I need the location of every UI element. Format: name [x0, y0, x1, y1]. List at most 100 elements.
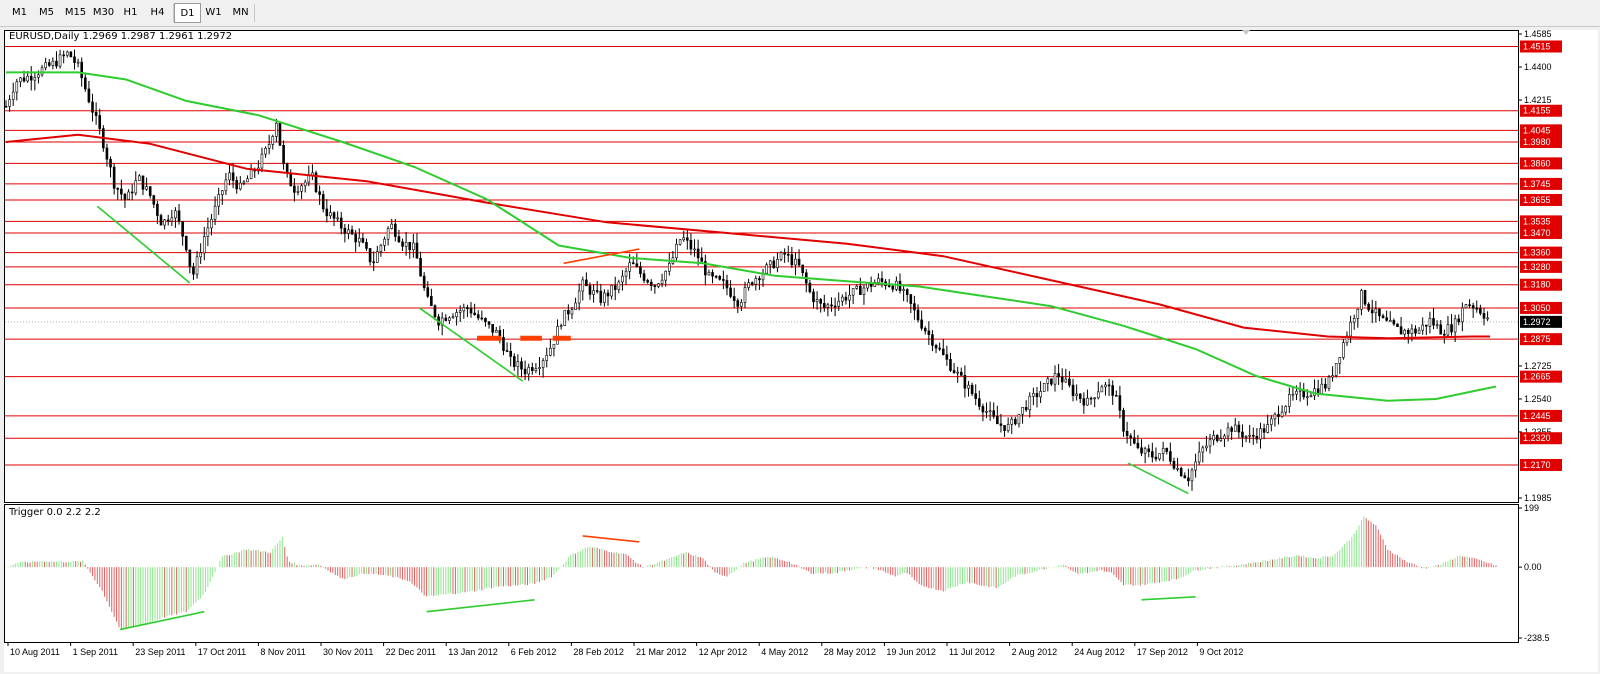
candle-body — [354, 233, 357, 243]
candle-body — [426, 287, 430, 297]
level-price-tag — [1520, 432, 1562, 445]
candle-body — [1223, 435, 1226, 440]
candle-body — [1251, 434, 1255, 437]
level-price-tag — [1520, 193, 1562, 206]
candle-body — [794, 258, 797, 266]
candle-body — [718, 276, 722, 280]
timeframe-w1-button[interactable]: W1 — [205, 7, 222, 18]
candle-body — [909, 294, 913, 304]
candle-body — [1183, 475, 1187, 479]
candle-body — [1349, 321, 1352, 337]
candle-body — [541, 360, 545, 368]
candle-body — [1161, 447, 1165, 454]
candle-body — [722, 279, 725, 281]
candle-body — [877, 278, 880, 283]
candle-body — [476, 314, 480, 319]
toolbar-separator — [173, 4, 174, 22]
level-price-label: 1.2170 — [1523, 460, 1551, 470]
price-axis-label: 1.1985 — [1524, 493, 1552, 503]
candle-body — [120, 188, 123, 195]
moving-average-red — [5, 133, 1490, 340]
candle-body — [1280, 411, 1284, 417]
candle-body — [1468, 304, 1471, 306]
candle-body — [689, 240, 693, 250]
level-price-tag — [1520, 124, 1562, 137]
candle-body — [649, 281, 653, 286]
candle-body — [202, 236, 206, 254]
candle-body — [934, 345, 938, 349]
candle-body — [1482, 313, 1486, 319]
candle-body — [1479, 308, 1482, 314]
candle-body — [970, 384, 974, 394]
candle-body — [65, 51, 69, 56]
candle-body — [1259, 428, 1262, 440]
price-axis-label: 1.4215 — [1524, 95, 1552, 105]
candle-body — [494, 330, 498, 333]
candle-body — [307, 175, 311, 183]
candle-body — [1064, 378, 1068, 383]
candle-body — [1190, 469, 1194, 482]
candle-body — [642, 273, 646, 281]
candle-body — [347, 229, 350, 234]
candle-body — [866, 282, 869, 289]
candle-body — [1457, 318, 1461, 323]
level-price-tag — [1520, 157, 1562, 170]
candle-body — [1266, 424, 1269, 433]
candle-body — [1388, 320, 1392, 322]
candle-body — [1288, 394, 1291, 407]
timeframe-d1-button[interactable]: D1 — [174, 3, 201, 23]
candle-body — [750, 282, 754, 285]
price-axis-label: 1.4400 — [1524, 62, 1552, 72]
timeframe-h1-button[interactable]: H1 — [123, 7, 138, 18]
timeframe-m30-button[interactable]: M30 — [92, 7, 115, 18]
candle-body — [401, 241, 404, 247]
candle-body — [1071, 384, 1075, 396]
candle-body — [123, 193, 127, 200]
candle-body — [282, 145, 285, 165]
candle-body — [1169, 451, 1172, 462]
indicator-axis-label: 199 — [1524, 503, 1539, 513]
level-price-tag — [1520, 215, 1562, 228]
chart-window[interactable]: 1.4585 1.4400 1.4215 1.2725 1.2540 1.2355 1.19… — [4, 30, 1598, 672]
timeframe-m15-button[interactable]: M15 — [64, 7, 87, 18]
candle-body — [1374, 308, 1378, 314]
date-axis-label: 10 Aug 2011 — [10, 647, 60, 657]
candle-body — [1417, 329, 1421, 334]
timeframe-h4-button[interactable]: H4 — [150, 7, 165, 18]
candle-body — [1269, 418, 1273, 425]
candle-body — [148, 186, 152, 196]
candle-body — [116, 187, 120, 190]
date-axis-label: 17 Sep 2012 — [1137, 647, 1188, 657]
candle-body — [819, 299, 822, 304]
candle-body — [357, 237, 361, 243]
candle-body — [1003, 425, 1006, 431]
date-axis-label: 2 Aug 2012 — [1012, 647, 1058, 657]
candle-body — [559, 325, 563, 327]
timeframe-m1-button[interactable]: M1 — [12, 7, 27, 18]
candle-body — [956, 371, 959, 374]
candle-body — [159, 215, 163, 226]
candle-body — [1410, 328, 1414, 334]
chart-canvas[interactable]: 1.4585 1.4400 1.4215 1.2725 1.2540 1.2355 1.19… — [4, 30, 1598, 672]
candle-body — [224, 179, 228, 192]
level-price-tag — [1520, 370, 1562, 383]
candle-body — [1147, 448, 1151, 452]
candle-body — [1165, 447, 1169, 452]
candle-body — [430, 296, 433, 306]
candle-body — [1331, 375, 1334, 378]
timeframe-mn-button[interactable]: MN — [232, 7, 249, 18]
candle-body — [1125, 431, 1129, 437]
level-price-tag — [1520, 458, 1562, 471]
timeframe-m5-button[interactable]: M5 — [39, 7, 54, 18]
candle-body — [379, 245, 383, 252]
candle-body — [127, 191, 130, 200]
candle-body — [1324, 383, 1327, 389]
chart-symbol-header: EURUSD,Daily 1.2969 1.2987 1.2961 1.2972 — [9, 31, 233, 42]
candle-body — [206, 227, 210, 237]
candle-body — [1212, 435, 1215, 441]
candle-body — [134, 180, 138, 194]
candle-body — [959, 371, 963, 376]
candle-body — [549, 348, 552, 356]
candle-body — [653, 285, 657, 287]
candle-body — [300, 185, 303, 192]
